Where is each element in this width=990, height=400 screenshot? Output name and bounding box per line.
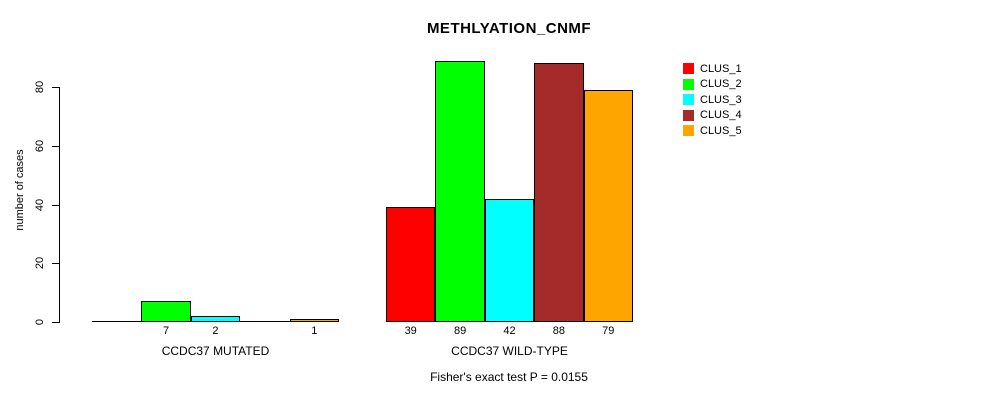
bar-value-label: 7 [163, 325, 170, 337]
bar-value-label: 2 [212, 325, 219, 337]
y-tick-label: 40 [34, 198, 46, 211]
legend-label: CLUS_3 [700, 93, 742, 106]
bar-value-label: 39 [404, 325, 417, 337]
bar-value-label: 88 [552, 325, 565, 337]
bar-clus_3 [190, 316, 241, 322]
x-group-label: CCDC37 WILD-TYPE [451, 344, 568, 358]
chart-title: METHLYATION_CNMF [426, 20, 592, 37]
legend-swatch-icon [683, 109, 694, 121]
bar-clus_5 [289, 319, 339, 322]
y-tick-label: 60 [34, 139, 46, 152]
y-tick-mark [52, 204, 60, 206]
bar-clus_2 [141, 301, 191, 322]
x-group-label: CCDC37 MUTATED [161, 344, 270, 358]
bar-clus_5 [583, 90, 633, 322]
y-tick-label: 80 [34, 80, 46, 94]
bar-value-label: 89 [453, 325, 467, 337]
annotation-text: Fisher's exact test P = 0.0155 [430, 370, 588, 384]
y-tick-mark [52, 322, 60, 323]
legend-item-clus_3: CLUS_3 [683, 92, 742, 108]
legend: CLUS_1 CLUS_2 CLUS_3 CLUS_4 CLUS_5 [683, 61, 742, 139]
legend-item-clus_1: CLUS_1 [683, 61, 742, 77]
y-tick-label: 20 [34, 257, 46, 270]
legend-swatch-icon [683, 78, 694, 90]
bar-clus_4 [534, 63, 584, 322]
legend-swatch-icon [683, 125, 694, 137]
legend-item-clus_5: CLUS_5 [683, 123, 742, 139]
legend-label: CLUS_1 [700, 62, 742, 75]
bar-clus_3 [484, 199, 535, 322]
bar-clus_1 [92, 321, 142, 322]
y-tick-mark [52, 87, 60, 88]
y-tick-mark [52, 145, 60, 147]
legend-item-clus_2: CLUS_2 [683, 77, 742, 93]
y-axis-label: number of cases [14, 149, 26, 231]
legend-swatch-icon [683, 63, 694, 75]
bar-clus_4 [240, 321, 290, 322]
legend-label: CLUS_2 [700, 78, 742, 91]
y-tick-label: 0 [34, 318, 46, 326]
legend-label: CLUS_5 [700, 124, 742, 137]
bar-value-label: 79 [602, 325, 615, 337]
bar-clus_2 [435, 61, 485, 322]
legend-item-clus_4: CLUS_4 [683, 108, 742, 124]
bar-value-label: 42 [503, 325, 516, 337]
bar-value-label: 1 [311, 325, 318, 337]
bar-clus_1 [386, 207, 436, 322]
y-tick-mark [52, 263, 60, 265]
legend-label: CLUS_4 [700, 109, 742, 122]
legend-swatch-icon [683, 94, 694, 106]
